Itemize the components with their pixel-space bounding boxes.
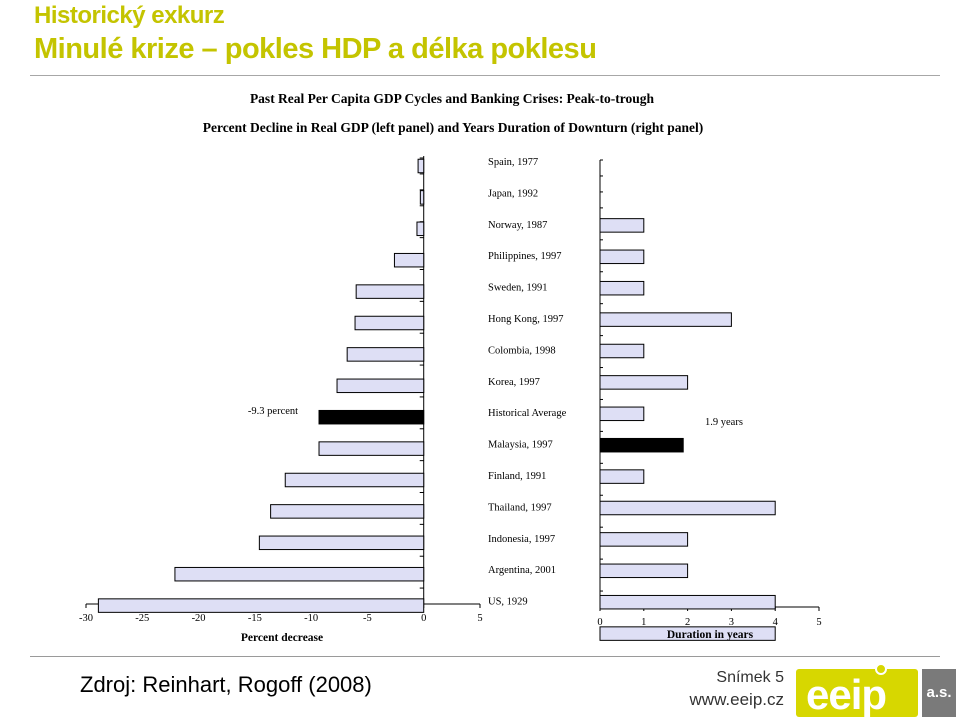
left-average-label: -9.3 percent (248, 406, 298, 417)
right-tick-label: 0 (597, 617, 602, 628)
category-label: Sweden, 1991 (488, 283, 548, 294)
category-label: Malaysia, 1997 (488, 440, 553, 451)
right-bar-japan-1992 (599, 218, 645, 233)
left-bar-korea-1997 (336, 378, 425, 394)
category-label: Hong Kong, 1997 (488, 314, 564, 325)
left-bar-norway-1987 (416, 221, 425, 237)
left-tick-label: 5 (477, 613, 482, 624)
left-tick-label: -20 (192, 613, 206, 624)
left-bar-historical-average (318, 409, 425, 425)
left-bar-japan-1992 (419, 190, 425, 205)
title-divider (30, 75, 940, 76)
slide-title-line2: Minulé krize – pokles HDP a délka pokles… (34, 33, 597, 65)
right-bar-finland-1991 (599, 500, 776, 516)
category-label: Spain, 1977 (488, 157, 538, 168)
left-bar-sweden-1991 (355, 284, 425, 299)
right-bar-argentina-2001 (599, 594, 776, 610)
right-panel: 0 1 2 3 4 5 1.9 years (597, 159, 822, 641)
right-tick-label: 3 (729, 617, 734, 628)
left-tick-label: -30 (79, 613, 93, 624)
right-bar-sweden-1991 (599, 312, 732, 327)
category-label: Korea, 1997 (488, 377, 540, 388)
logo-suffix: a.s. (922, 669, 956, 717)
gdp-crisis-chart: Past Real Per Capita GDP Cycles and Bank… (79, 91, 822, 644)
left-bar-spain-1977 (417, 158, 425, 174)
right-tick-label: 5 (816, 617, 821, 628)
chart-title: Past Real Per Capita GDP Cycles and Bank… (250, 91, 655, 106)
category-label: Finland, 1991 (488, 471, 546, 482)
right-bar-malaysia-1997 (599, 469, 645, 484)
logo-dot (875, 663, 887, 675)
right-axis-label: Duration in years (667, 629, 754, 641)
left-bar-us-1929 (97, 598, 425, 613)
eeip-logo: eeip a.s. (796, 663, 956, 718)
right-bar-historical-average (599, 437, 684, 453)
left-bar-hong-kong-1997 (354, 315, 425, 331)
category-label: US, 1929 (488, 597, 528, 608)
left-panel: -30 -25 -20 -15 -10 -5 0 5 -9.3 percent (79, 156, 483, 624)
right-bar-korea-1997 (599, 406, 645, 422)
category-label: Colombia, 1998 (488, 345, 556, 356)
logo-text: eeip (806, 671, 887, 718)
right-bar-norway-1987 (599, 249, 645, 265)
category-label: Philippines, 1997 (488, 251, 562, 262)
right-bar-thailand-1997 (599, 532, 689, 547)
slide-number: Snímek 5 (716, 669, 784, 686)
left-tick-label: 0 (421, 613, 426, 624)
left-tick-label: -25 (135, 613, 149, 624)
left-bar-argentina-2001 (174, 566, 425, 582)
left-bar-indonesia-1997 (258, 535, 425, 551)
left-bar-malaysia-1997 (318, 441, 425, 456)
right-tick-label: 2 (685, 617, 690, 628)
left-bar-philippines-1997 (393, 252, 425, 268)
footer-divider (30, 656, 940, 657)
right-bar-indonesia-1997 (599, 563, 689, 579)
slide-title-line1: Historický exkurz (34, 2, 225, 29)
left-bar-thailand-1997 (270, 504, 425, 519)
logo-box: eeip (796, 669, 918, 718)
right-average-label: 1.9 years (705, 417, 743, 428)
left-bar-colombia-1998 (346, 347, 425, 362)
category-label: Indonesia, 1997 (488, 534, 555, 545)
left-tick-label: -5 (363, 613, 372, 624)
chart-subtitle: Percent Decline in Real GDP (left panel)… (203, 120, 704, 135)
source-note: Zdroj: Reinhart, Rogoff (2008) (80, 672, 372, 697)
left-tick-label: -15 (248, 613, 262, 624)
category-label: Historical Average (488, 408, 567, 419)
right-bar-hong-kong-1997 (599, 343, 645, 359)
left-bar-finland-1991 (284, 472, 425, 488)
category-label: Argentina, 2001 (488, 565, 556, 576)
right-bar-us-1929 (599, 626, 776, 641)
category-label: Norway, 1987 (488, 220, 547, 231)
left-axis-label: Percent decrease (241, 632, 323, 644)
right-tick-label: 1 (641, 617, 646, 628)
website-link[interactable]: www.eeip.cz (689, 690, 784, 709)
category-label: Japan, 1992 (488, 188, 538, 199)
right-bar-philippines-1997 (599, 280, 645, 296)
right-tick-label: 4 (773, 617, 779, 628)
left-tick-label: -10 (304, 613, 318, 624)
category-label: Thailand, 1997 (488, 502, 552, 513)
category-labels: Spain, 1977 Japan, 1992 Norway, 1987 Philip… (488, 157, 567, 608)
right-bar-colombia-1998 (599, 375, 689, 390)
